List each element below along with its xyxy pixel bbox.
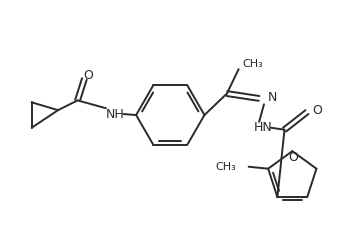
Text: CH₃: CH₃ bbox=[215, 162, 236, 172]
Text: O: O bbox=[83, 69, 93, 82]
Text: NH: NH bbox=[106, 108, 125, 120]
Text: CH₃: CH₃ bbox=[242, 59, 263, 69]
Text: O: O bbox=[288, 151, 298, 164]
Text: HN: HN bbox=[254, 121, 273, 134]
Text: N: N bbox=[268, 91, 277, 104]
Text: O: O bbox=[312, 104, 322, 117]
